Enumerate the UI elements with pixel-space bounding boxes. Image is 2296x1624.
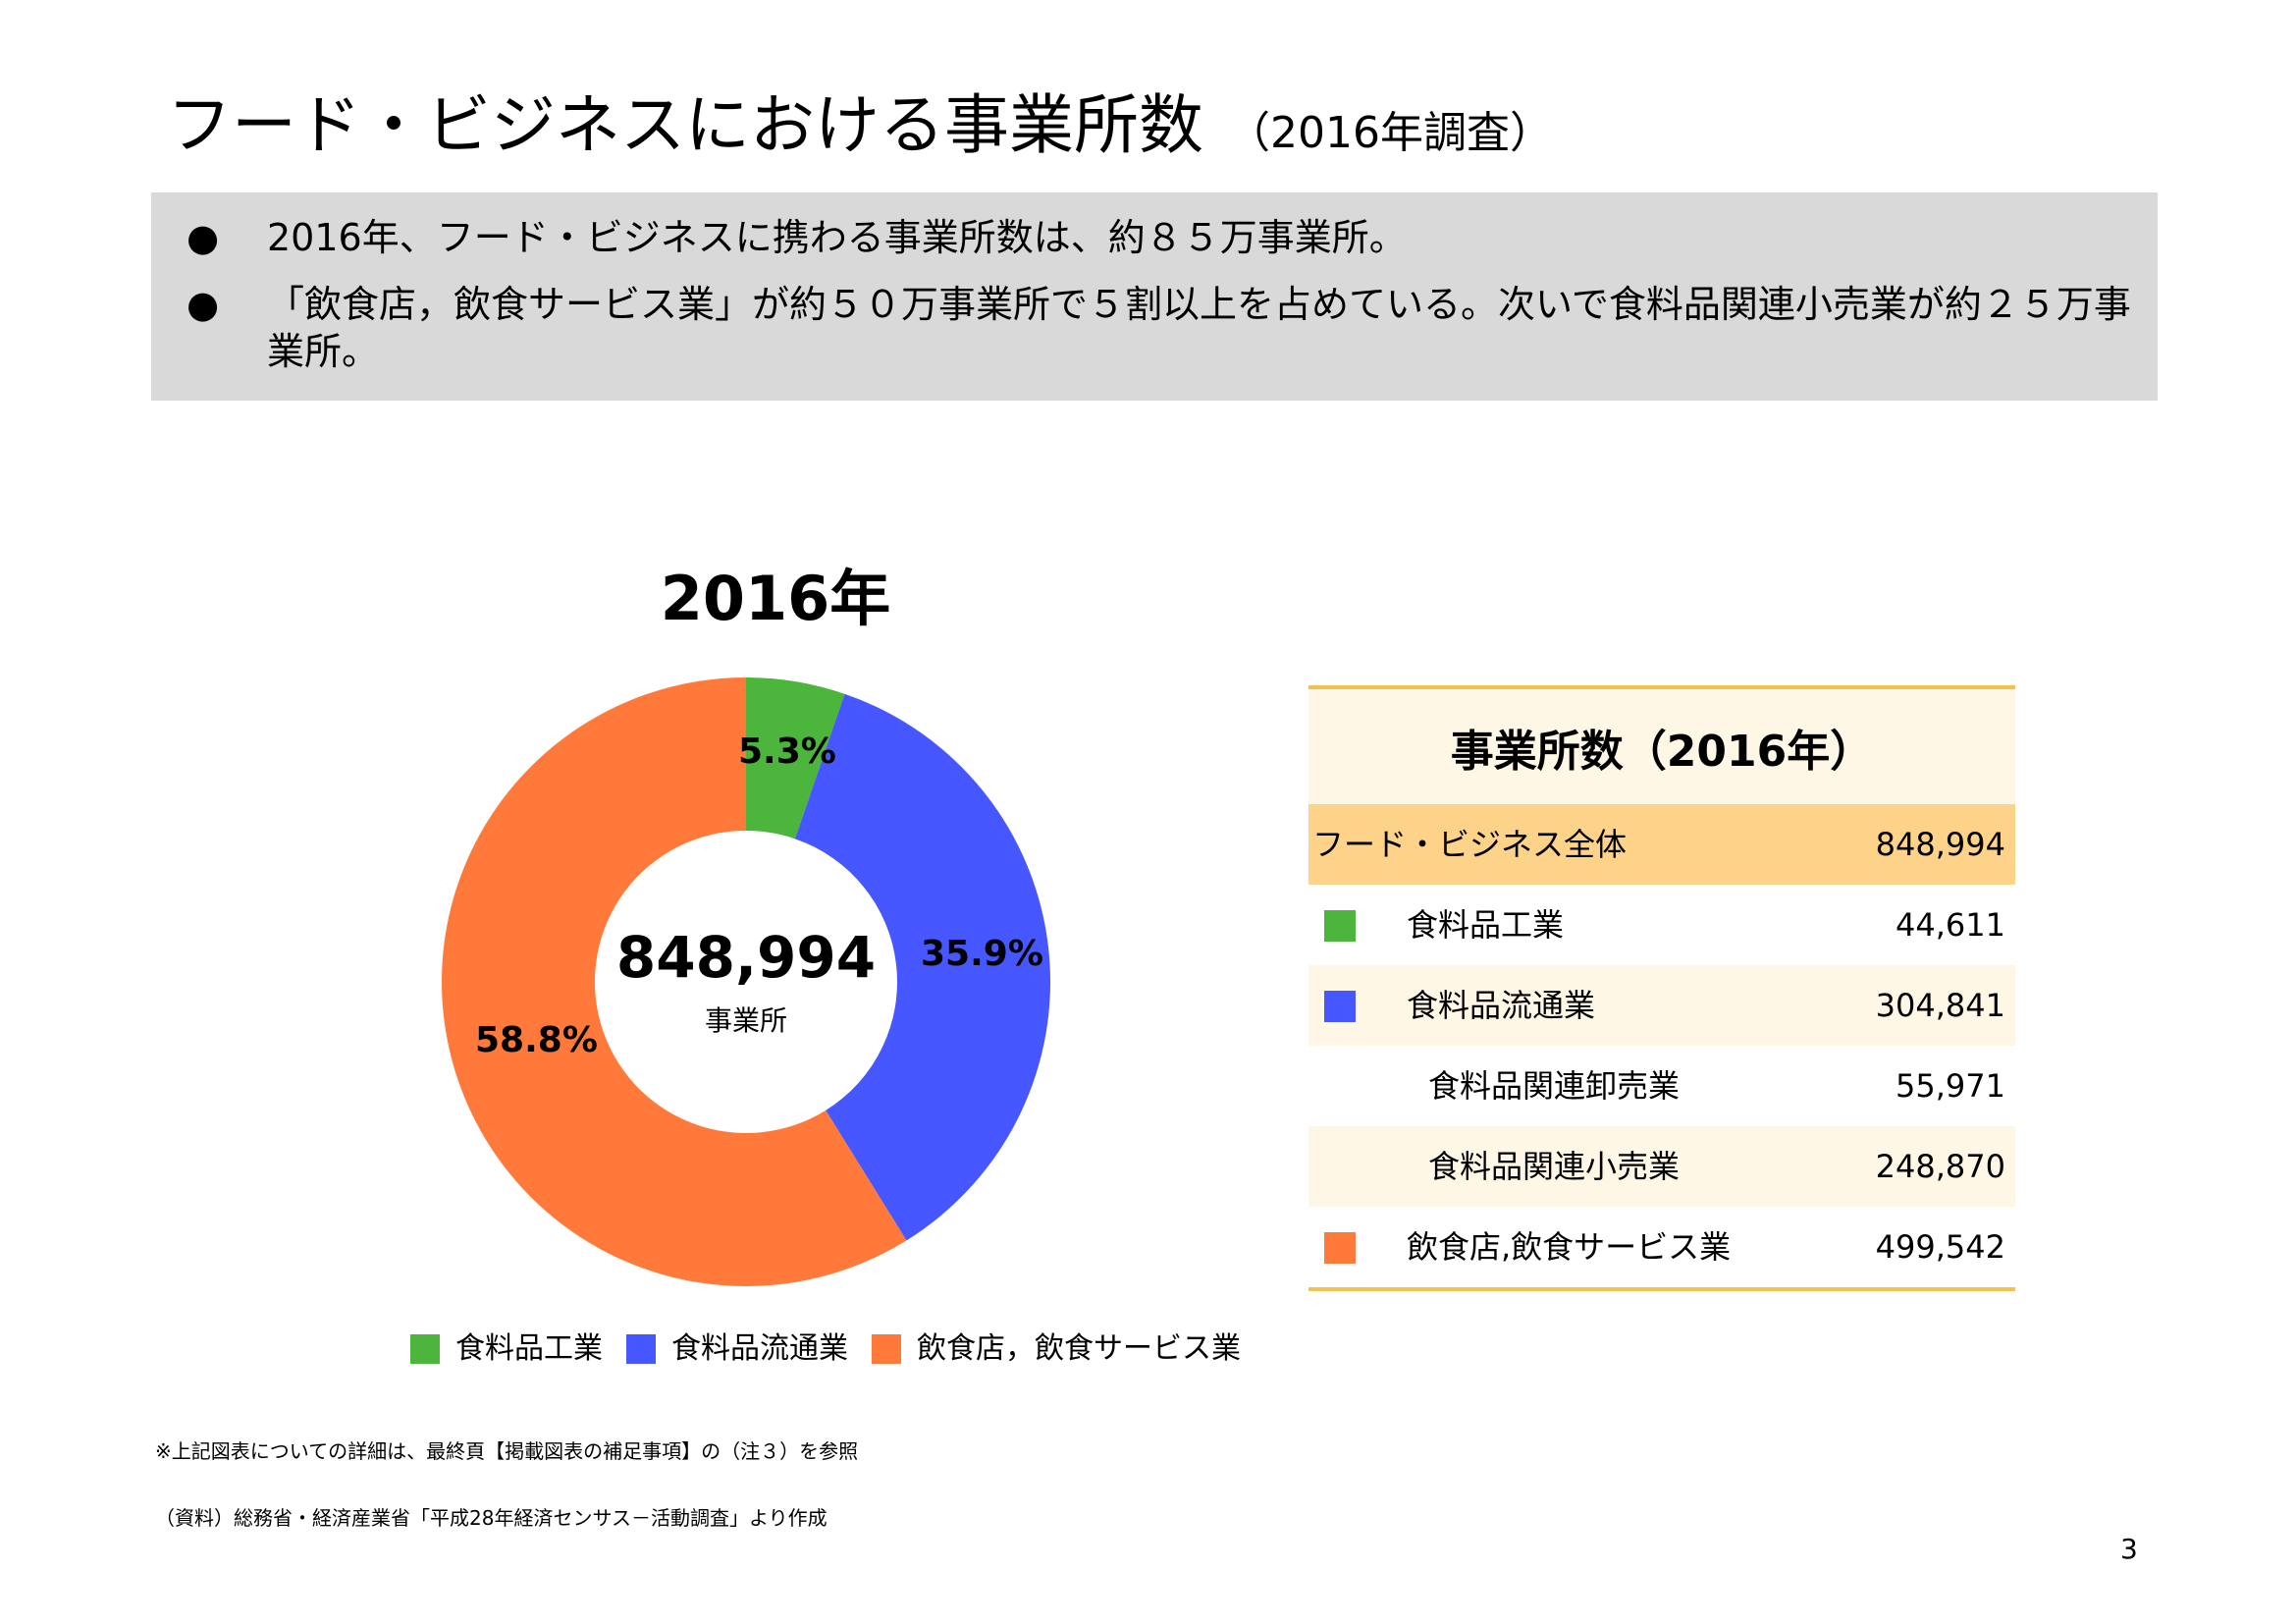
row-value: 848,994 — [1875, 826, 2005, 863]
donut-slice-food-distribution — [794, 693, 1050, 1241]
slice-label-food-industry: 5.3% — [738, 731, 836, 772]
summary-bullet-2: 「飲食店，飲食サービス業」が約５０万事業所で５割以上を占めている。次いで食料品関… — [267, 283, 2131, 373]
summary-bullet-1: 2016年、フード・ビジネスに携わる事業所数は、約８５万事業所。 — [267, 216, 1407, 259]
donut-center-unit: 事業所 — [704, 1004, 787, 1037]
donut-slice-food-industry — [746, 677, 845, 839]
table-row-retail: 食料品関連小売業 248,870 — [1308, 1126, 2015, 1207]
table-row-total: フード・ビジネス全体 848,994 — [1308, 804, 2015, 885]
legend-label: 食料品工業 — [455, 1331, 603, 1366]
row-value: 304,841 — [1875, 987, 2005, 1024]
legend-swatch — [410, 1334, 440, 1364]
establishment-table: 事業所数（2016年） フード・ビジネス全体 848,994 食料品工業 44,… — [1308, 685, 2015, 1291]
table-header: 事業所数（2016年） — [1308, 689, 2015, 804]
row-label: 食料品流通業 — [1407, 987, 1596, 1024]
table-top-border — [1308, 685, 2015, 689]
slice-label-food-distribution: 35.9% — [921, 934, 1043, 974]
summary-box: ● 2016年、フード・ビジネスに携わる事業所数は、約８５万事業所。 ● 「飲食… — [151, 192, 2158, 401]
bullet-icon: ● — [187, 283, 220, 326]
table-row-food-distribution: 食料品流通業 304,841 — [1308, 965, 2015, 1046]
slice-label-restaurant: 58.8% — [475, 1020, 598, 1060]
row-value: 44,611 — [1896, 906, 2005, 944]
chart-title: 2016年 — [660, 563, 891, 634]
row-label: 食料品関連卸売業 — [1428, 1067, 1681, 1105]
row-value: 248,870 — [1875, 1148, 2005, 1185]
table-bottom-border — [1308, 1287, 2015, 1291]
page-title-main: フード・ビジネスにおける事業所数 — [167, 87, 1203, 163]
row-swatch — [1324, 1232, 1356, 1264]
row-label: 食料品工業 — [1407, 906, 1565, 944]
row-value: 55,971 — [1896, 1067, 2005, 1105]
table-row-wholesale: 食料品関連卸売業 55,971 — [1308, 1046, 2015, 1126]
row-label: フード・ビジネス全体 — [1312, 826, 1628, 863]
row-label: 飲食店,飲食サービス業 — [1407, 1228, 1732, 1266]
page-number: 3 — [2120, 1533, 2138, 1565]
legend-label: 食料品流通業 — [671, 1331, 848, 1366]
donut-slice-restaurant — [441, 677, 907, 1286]
legend-item-restaurant: 飲食店，飲食サービス業 — [872, 1329, 1241, 1369]
donut-center-value: 848,994 — [615, 924, 877, 991]
row-label: 食料品関連小売業 — [1428, 1148, 1681, 1185]
row-swatch — [1324, 910, 1356, 942]
row-value: 499,542 — [1875, 1228, 2005, 1266]
footnote-note: ※上記図表についての詳細は、最終頁【掲載図表の補足事項】の（注３）を参照 — [155, 1439, 859, 1463]
chart-legend: 食料品工業 食料品流通業 飲食店，飲食サービス業 — [410, 1327, 1264, 1371]
footnote-source: （資料）総務省・経済産業省「平成28年経済センサス－活動調査」より作成 — [155, 1506, 828, 1530]
bullet-icon: ● — [187, 216, 220, 259]
legend-item-food-industry: 食料品工業 — [410, 1329, 603, 1369]
row-swatch — [1324, 991, 1356, 1022]
page-title: フード・ビジネスにおける事業所数 （2016年調査） — [167, 86, 1553, 173]
page-title-sub: （2016年調査） — [1227, 108, 1553, 158]
table-row-food-industry: 食料品工業 44,611 — [1308, 885, 2015, 965]
legend-swatch — [872, 1334, 901, 1364]
donut-chart — [441, 677, 1050, 1286]
legend-swatch — [626, 1334, 656, 1364]
legend-label: 飲食店，飲食サービス業 — [917, 1331, 1241, 1366]
legend-item-food-distribution: 食料品流通業 — [626, 1329, 848, 1369]
table-row-restaurant: 飲食店,飲食サービス業 499,542 — [1308, 1207, 2015, 1287]
